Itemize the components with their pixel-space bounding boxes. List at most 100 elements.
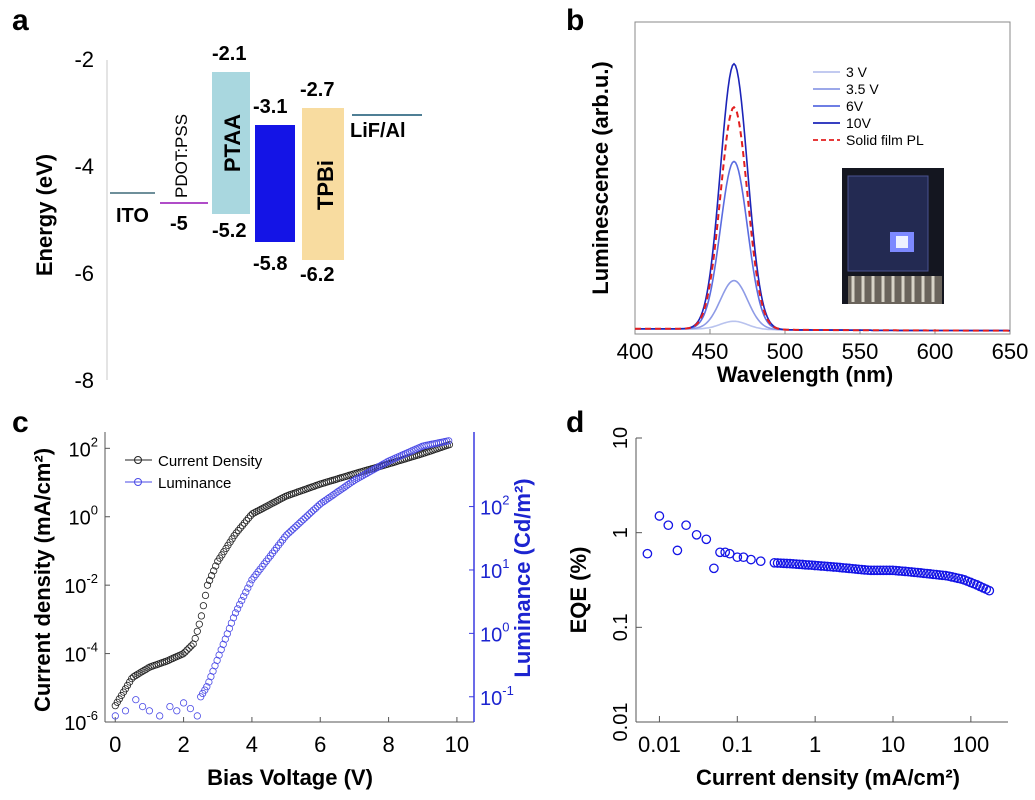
panel-b: b Luminescence (arb.u.) 400 450 500 550 600 6… [566,4,1028,387]
y-ticks-c: 102 100 10-2 10-4 10-6 [64,434,110,735]
current-density-point [181,648,189,656]
luminance-point [445,437,453,445]
luminance-point [145,707,153,715]
eqe-point [732,552,743,563]
current-density-point [183,646,191,654]
luminance-point [293,521,301,530]
eqe-point [800,559,811,570]
x-axis-label-b: Wavelength (nm) [717,362,893,387]
current-density-point [187,642,195,650]
x-tick-label: 4 [246,732,258,757]
luminance-point [221,635,229,643]
y-tick-label: -8 [74,368,94,393]
eqe-point [778,558,789,569]
luminance-point [254,568,262,576]
eqe-point [755,556,766,567]
ptaa-label: PTAA [220,114,245,172]
eqe-point [841,563,851,573]
current-density-point [255,506,263,515]
eqe-point [806,560,817,571]
current-density-point [273,497,281,505]
luminance-point [166,702,174,711]
luminance-point [244,584,252,592]
luminance-point [305,510,313,518]
eqe-point [715,547,725,558]
eqe-point [794,559,805,570]
luminance-point [274,541,283,549]
luminance-point [361,470,369,479]
y-axis-label-d: EQE (%) [566,547,591,634]
eqe-point [797,559,808,570]
legend-label: Solid film PL [846,132,924,148]
eqe-point [866,565,876,576]
eqe-point [847,563,858,574]
luminance-point [201,686,209,694]
current-density-point [140,666,148,675]
luminance-point [297,517,305,526]
luminance-point [173,707,181,715]
luminance-point [295,519,303,528]
current-density-point [132,671,140,680]
tpbi-label: TPBi [313,160,338,210]
luminance-point [139,702,147,711]
panel-letter-c: c [12,406,29,439]
ptaa-homo: -5.2 [212,220,246,242]
eqe-point [844,563,855,574]
current-density-point [244,514,253,522]
y-ticks-a: -2 -4 -6 -8 [74,47,94,393]
eqe-point [831,562,842,573]
eqe-point [681,520,691,531]
spectrum-line [635,62,1010,332]
x-tick-label: 2 [177,732,189,757]
luminance-point [367,467,375,475]
y-tick-label: 10-2 [64,571,98,598]
luminance-point [111,712,119,720]
panel-letter-b: b [566,4,584,37]
eqe-point [825,561,836,572]
luminance-point [121,707,130,715]
y-axis-label-a: Energy (eV) [32,154,57,276]
legend-label: 6V [846,98,864,114]
legend-label: 3 V [846,64,868,80]
tpbi-box [302,108,344,260]
eml-lumo: -3.1 [253,96,287,118]
eqe-point [816,561,826,571]
current-density-point [179,650,187,658]
x-ticks-d: 0.01 0.1 1 10 100 [638,716,989,757]
x-tick-label: 450 [692,339,729,364]
ito-label: ITO [116,205,149,227]
plot-frame-b [634,21,1011,335]
eqe-point [909,567,920,578]
luminance-point [363,469,371,477]
y-axis-label-b: Luminescence (arb.u.) [588,61,613,295]
eml-box [255,125,295,242]
current-density-point [240,519,248,527]
current-density-point [251,508,259,517]
eqe-point [785,558,795,569]
legend-marker-luminance [134,478,142,486]
spectrum-line [635,279,1010,332]
x-tick-label: 8 [382,732,394,757]
luminance-point [311,504,320,512]
y-tick-label: 102 [69,434,98,461]
y-tick-label: 0.01 [610,703,632,742]
eqe-point [663,520,674,531]
eml-homo: -5.8 [253,253,287,275]
y-tick-label: -4 [74,154,94,179]
x-tick-label: 0.1 [722,732,753,757]
spectra-b [635,62,1010,332]
y-tick-label: 100 [69,503,98,530]
luminance-point [217,646,225,654]
eqe-point [915,568,926,578]
luminance-point [156,712,164,720]
ptaa-lumo: -2.1 [212,43,246,65]
eqe-point [701,534,712,545]
eqe-point [709,563,719,574]
y-tick-label: -6 [74,261,94,286]
eqe-point [810,560,820,571]
x-tick-label: 6 [314,732,326,757]
current-density-point [238,521,246,530]
y2-tick-label: 100 [480,619,509,646]
